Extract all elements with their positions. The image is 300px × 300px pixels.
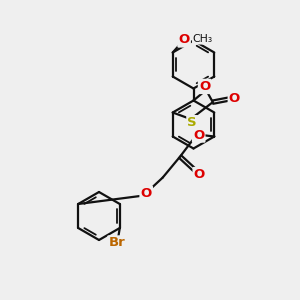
Text: O: O xyxy=(229,92,240,105)
Text: O: O xyxy=(194,168,205,181)
Text: O: O xyxy=(193,128,204,142)
Text: CH₃: CH₃ xyxy=(193,34,213,44)
Text: O: O xyxy=(199,80,210,93)
Text: S: S xyxy=(188,116,197,129)
Text: O: O xyxy=(141,187,152,200)
Text: Br: Br xyxy=(108,236,125,250)
Text: O: O xyxy=(178,33,190,46)
